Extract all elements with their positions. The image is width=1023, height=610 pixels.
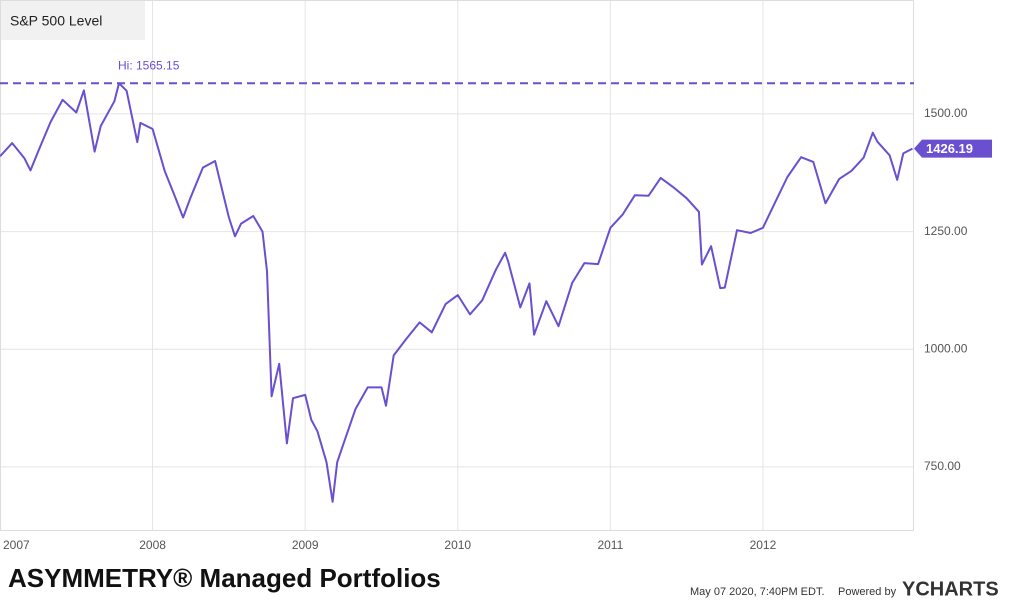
- powered-by: Powered by: [838, 586, 897, 598]
- x-tick-label: 2011: [597, 538, 623, 552]
- chart-title: S&P 500 Level: [10, 13, 102, 29]
- x-tick-label: 2012: [750, 538, 777, 552]
- y-tick-label: 1000.00: [924, 341, 968, 355]
- high-label: Hi: 1565.15: [118, 58, 180, 72]
- last-value-label: 1426.19: [926, 141, 973, 156]
- x-tick-label: 2010: [444, 538, 471, 552]
- timestamp: May 07 2020, 7:40PM EDT.: [690, 586, 825, 598]
- title-box: [0, 0, 145, 40]
- plot-border: [0, 0, 914, 531]
- x-tick-label: 2009: [292, 538, 319, 552]
- x-tick-label: 2007: [3, 538, 30, 552]
- last-value-tag: [914, 139, 992, 158]
- y-tick-label: 750.00: [924, 459, 961, 473]
- brand: ASYMMETRY® Managed Portfolios: [8, 563, 441, 593]
- y-tick-label: 1500.00: [924, 106, 968, 120]
- data-line: [0, 82, 913, 503]
- x-tick-label: 2008: [139, 538, 166, 552]
- provider-logo: YCHARTS: [902, 578, 999, 600]
- y-tick-label: 1250.00: [924, 224, 968, 238]
